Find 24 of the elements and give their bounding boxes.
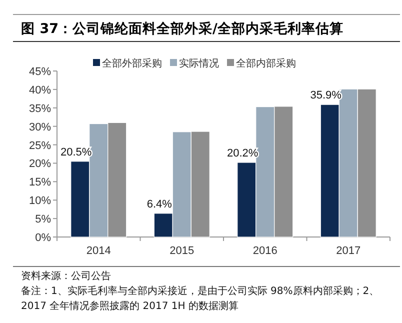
y-tick-label: 40% [28, 84, 52, 96]
y-tick-label: 5% [35, 214, 52, 226]
text: 资料来源：公司公告 [21, 270, 112, 284]
data-label: 35.9% [310, 90, 342, 102]
y-tick-label: 30% [28, 121, 52, 134]
legend-label: 实际情况 [179, 58, 219, 70]
y-tick-label: 45% [28, 66, 52, 78]
y-tick-label: 25% [28, 140, 52, 152]
y-tick-label: 15% [28, 176, 52, 189]
text: 备注：1、实际毛利率与全部内采接近，是由于公司实际 98%原料内部采购；2、2017 全年情况参照披露的 2017 1H 的数据测算 [21, 284, 380, 314]
y-tick-label: 20% [28, 158, 52, 170]
x-tick-label: 2017 [336, 245, 361, 257]
x-tick-label: 2015 [170, 245, 194, 257]
data-label: 6.4% [146, 198, 172, 210]
legend-label: 全部外部采购 [102, 58, 162, 70]
y-tick-label: 10% [28, 195, 52, 208]
data-label: 20.5% [60, 146, 92, 158]
x-tick-label: 2016 [252, 245, 278, 257]
chart-title: 图 37：公司锦纶面料全部外采/全部内采毛利率估算 [13, 14, 400, 42]
data-label: 20.2% [227, 147, 258, 160]
y-tick-label: 0% [35, 232, 52, 244]
x-tick-label: 2014 [86, 245, 111, 257]
legend-label: 全部内部采购 [236, 58, 296, 70]
y-tick-label: 35% [28, 102, 52, 115]
